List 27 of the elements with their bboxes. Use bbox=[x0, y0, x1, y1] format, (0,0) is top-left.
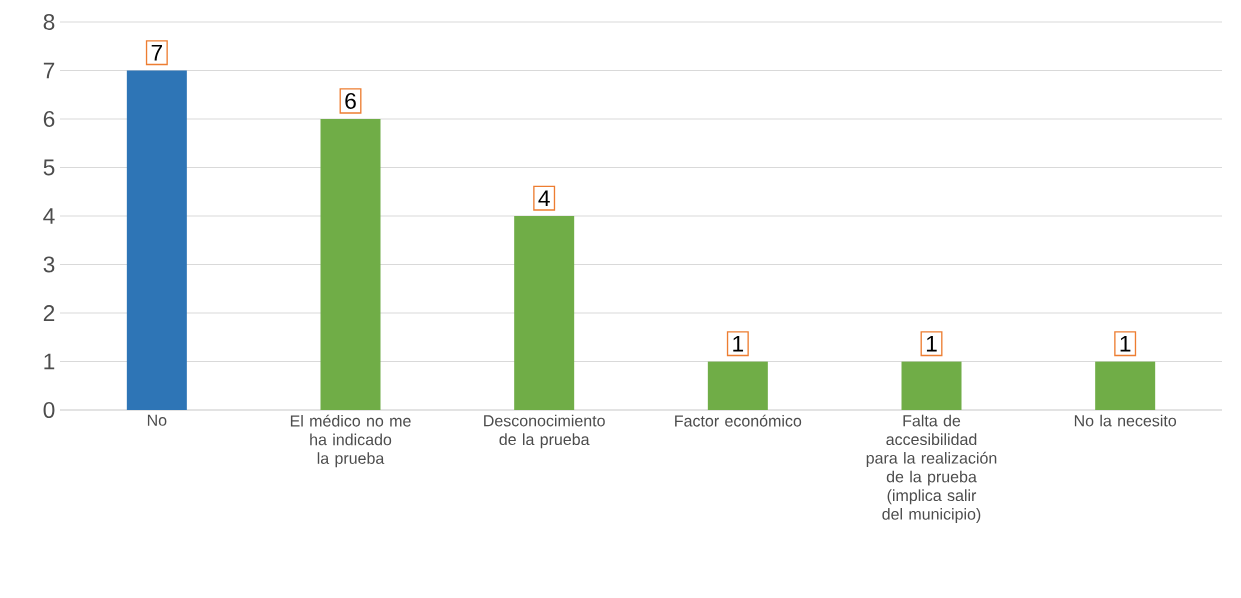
bar bbox=[901, 361, 962, 410]
y-tick-label: 4 bbox=[43, 208, 55, 224]
data-label: 6 bbox=[345, 92, 356, 110]
y-tick-label: 6 bbox=[43, 110, 55, 128]
y-tick-label: 8 bbox=[43, 13, 55, 31]
y-tick-label: 3 bbox=[43, 256, 55, 273]
x-tick-label: Factor económico bbox=[675, 414, 802, 427]
data-label: 1 bbox=[926, 335, 937, 352]
data-label: 1 bbox=[733, 335, 744, 352]
data-label: 1 bbox=[1120, 335, 1131, 352]
x-tick-label: No la necesito bbox=[1074, 414, 1177, 427]
y-tick-label: 5 bbox=[43, 159, 55, 176]
x-tick-label: Falta de accesibilidad para la realización de la prueba (implica salir del municipio) bbox=[866, 414, 997, 523]
y-tick-label: 0 bbox=[43, 401, 55, 419]
bar bbox=[1095, 361, 1156, 410]
y-tick-label: 2 bbox=[43, 305, 55, 321]
bar bbox=[707, 361, 768, 410]
y-tick-label: 1 bbox=[44, 353, 55, 370]
data-label: 7 bbox=[151, 44, 162, 61]
bar bbox=[320, 119, 381, 410]
x-tick-label: No bbox=[147, 414, 167, 426]
bar bbox=[514, 216, 575, 410]
x-tick-label: El médico no me ha indicado la prueba bbox=[290, 414, 411, 468]
y-tick-label: 7 bbox=[43, 62, 55, 79]
x-tick-label: Desconocimiento de la prueba bbox=[484, 414, 605, 449]
bar bbox=[126, 70, 187, 410]
data-label: 4 bbox=[538, 190, 550, 206]
